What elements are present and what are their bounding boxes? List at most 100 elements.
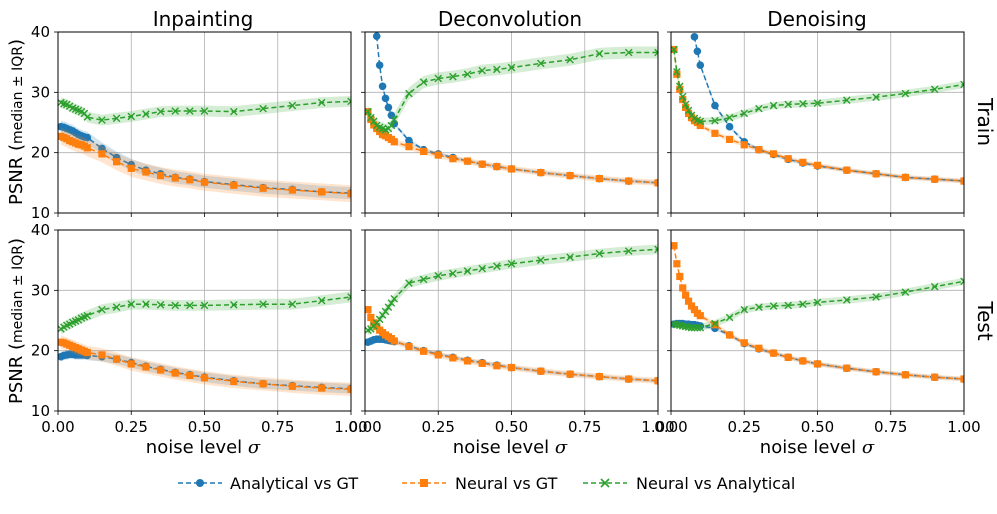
data-point-neural-vs-gt (83, 348, 91, 357)
y-tick-label: 20 (31, 342, 50, 360)
data-point-neural-vs-analytical (684, 106, 693, 115)
series-line-neural-vs-gt (673, 245, 964, 380)
data-point-neural-vs-gt (434, 151, 442, 159)
data-point-neural-vs-analytical (449, 269, 457, 278)
data-point-neural-vs-gt (449, 354, 457, 362)
data-point-neural-vs-gt (726, 135, 734, 143)
x-tick-label: 0.75 (261, 418, 294, 436)
legend-marker-square (420, 479, 428, 487)
iqr-band-neural-vs-analytical (673, 45, 964, 125)
data-point-neural-vs-gt (931, 373, 939, 381)
data-point-neural-vs-analytical (769, 101, 778, 110)
data-point-neural-vs-gt (682, 291, 690, 299)
data-point-neural-vs-gt (872, 368, 880, 376)
data-point-neural-vs-analytical (507, 63, 516, 72)
data-point-neural-vs-gt (654, 377, 658, 385)
data-point-neural-vs-analytical (930, 282, 939, 291)
data-point-neural-vs-analytical (449, 72, 457, 81)
data-point-analytical-vs-gt (693, 47, 702, 56)
x-tick-label: 0.75 (568, 418, 601, 436)
panel-train-inpainting: 10 20 30 40 (31, 23, 352, 222)
data-point-neural-vs-analytical (463, 70, 472, 79)
data-point-neural-vs-analytical (725, 313, 734, 322)
data-point-neural-vs-gt (755, 344, 763, 352)
data-point-neural-vs-analytical (142, 300, 150, 309)
data-point-neural-vs-gt (625, 375, 633, 383)
data-point-neural-vs-analytical (419, 275, 428, 284)
iqr-band-neural-vs-analytical (367, 46, 658, 136)
data-point-neural-vs-gt (83, 144, 91, 152)
data-point-neural-vs-analytical (390, 294, 399, 303)
x-axis-label-denoising: noise level σ (760, 437, 875, 458)
data-point-analytical-vs-gt (696, 61, 705, 69)
data-point-neural-vs-analytical (566, 253, 574, 261)
data-point-neural-vs-gt (740, 141, 748, 149)
data-point-analytical-vs-gt (690, 33, 699, 41)
data-point-neural-vs-gt (696, 312, 704, 320)
x-tick-label: 0.25 (728, 418, 761, 436)
y-tick-label: 40 (31, 221, 50, 239)
row-label-train: Train (973, 97, 997, 146)
data-point-neural-vs-analytical (288, 101, 297, 110)
data-point-neural-vs-analytical (843, 96, 851, 104)
data-point-neural-vs-gt (463, 157, 472, 165)
data-point-neural-vs-gt (625, 177, 633, 185)
panel-test-denoising: 0.00 0.25 0.50 0.75 1.00 (654, 229, 981, 436)
data-point-neural-vs-gt (960, 177, 964, 185)
data-point-neural-vs-gt (595, 373, 603, 381)
data-point-neural-vs-analytical (390, 115, 399, 124)
legend-marker-x (600, 478, 610, 488)
data-point-neural-vs-gt (507, 363, 516, 372)
data-point-neural-vs-analytical (230, 107, 238, 116)
data-point-neural-vs-gt (537, 367, 545, 375)
data-point-neural-vs-gt (367, 115, 375, 124)
data-point-analytical-vs-gt (375, 61, 384, 69)
data-point-neural-vs-analytical (678, 92, 687, 101)
data-point-neural-vs-gt (98, 150, 106, 158)
data-point-neural-vs-gt (784, 155, 792, 163)
iqr-band-neural-vs-analytical (60, 96, 351, 126)
data-point-neural-vs-gt (566, 171, 574, 180)
data-point-neural-vs-analytical (259, 300, 267, 309)
data-point-neural-vs-analytical (755, 303, 763, 312)
data-point-neural-vs-gt (843, 364, 851, 372)
data-point-neural-vs-gt (595, 175, 603, 183)
data-point-neural-vs-gt (813, 360, 822, 368)
data-point-neural-vs-gt (687, 302, 696, 310)
data-point-neural-vs-analytical (83, 113, 92, 121)
x-tick-label: 1.00 (641, 418, 674, 436)
data-point-neural-vs-gt (113, 158, 121, 166)
data-point-neural-vs-analytical (288, 300, 297, 309)
panel-test-deconvolution: 0.00 0.25 0.50 0.75 1.00 (348, 229, 675, 436)
series-line-analytical-vs-gt (693, 36, 964, 182)
data-point-neural-vs-gt (654, 179, 658, 187)
data-point-neural-vs-analytical (142, 110, 150, 118)
data-point-neural-vs-analytical (171, 301, 179, 310)
data-point-neural-vs-analytical (434, 74, 443, 83)
data-point-neural-vs-gt (478, 160, 486, 168)
data-point-neural-vs-gt (901, 371, 909, 379)
data-point-neural-vs-gt (288, 186, 296, 194)
data-point-neural-vs-gt (872, 170, 880, 178)
data-point-analytical-vs-gt (725, 122, 734, 131)
data-point-neural-vs-analytical (317, 98, 326, 107)
data-point-neural-vs-analytical (419, 78, 428, 86)
data-point-neural-vs-gt (769, 150, 778, 158)
legend-label-neural-vs-gt: Neural vs GT (455, 474, 558, 493)
data-point-neural-vs-gt (690, 306, 699, 314)
data-point-neural-vs-analytical (769, 302, 778, 310)
data-point-neural-vs-gt (113, 355, 121, 363)
panel-frame (670, 229, 965, 412)
data-point-neural-vs-gt (370, 121, 378, 129)
data-point-neural-vs-gt (931, 175, 939, 183)
data-point-neural-vs-gt (463, 357, 472, 365)
y-tick-label: 30 (31, 83, 50, 101)
x-tick-label: 0.50 (495, 418, 528, 436)
data-point-neural-vs-analytical (98, 305, 106, 314)
data-point-neural-vs-analytical (463, 267, 472, 275)
x-tick-label: 1.00 (947, 418, 980, 436)
legend-marker-circle (196, 479, 204, 487)
data-point-neural-vs-analytical (755, 104, 763, 113)
data-point-analytical-vs-gt (384, 103, 393, 112)
data-point-neural-vs-gt (390, 337, 398, 345)
